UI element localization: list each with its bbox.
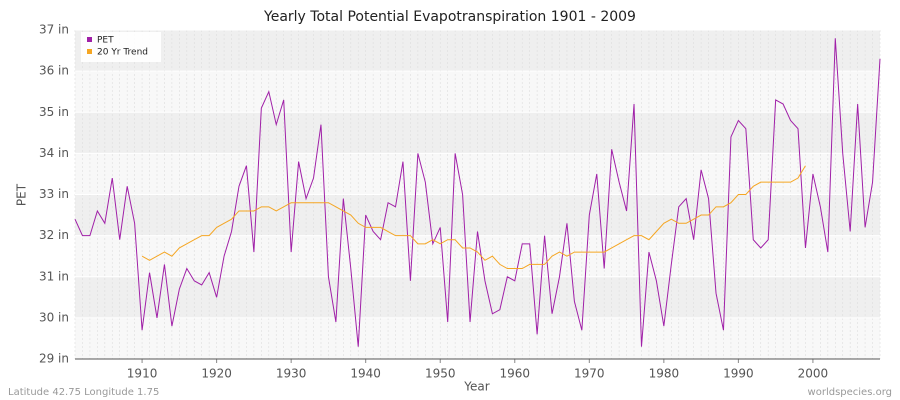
- footer-right: worldspecies.org: [808, 387, 892, 398]
- y-tick-label: 36 in: [39, 64, 69, 78]
- legend-label: PET: [97, 36, 114, 46]
- chart-title: Yearly Total Potential Evapotranspiratio…: [263, 9, 636, 25]
- y-tick-label: 34 in: [39, 146, 69, 160]
- x-tick-label: 1950: [425, 367, 456, 381]
- series-line: [141, 165, 806, 270]
- y-tick-label: 29 in: [39, 352, 69, 366]
- x-tick-label: 1930: [276, 367, 307, 381]
- y-tick-label: 35 in: [39, 105, 69, 119]
- series-line: [74, 38, 881, 347]
- y-tick-label: 31 in: [39, 269, 69, 283]
- y-tick-label: 33 in: [39, 187, 69, 201]
- x-tick-label: 1970: [574, 367, 605, 381]
- x-tick-label: 1990: [723, 367, 754, 381]
- x-tick-label: 1960: [499, 367, 530, 381]
- y-tick-label: 32 in: [39, 228, 69, 242]
- legend-label: 20 Yr Trend: [97, 48, 148, 58]
- x-tick-label: 1910: [127, 367, 158, 381]
- legend-box: [81, 32, 161, 62]
- x-tick-label: 1940: [350, 367, 381, 381]
- legend-swatch: [87, 37, 92, 42]
- footer-left: Latitude 42.75 Longitude 1.75: [8, 387, 159, 398]
- y-tick-label: 30 in: [39, 310, 69, 324]
- x-tick-label: 2000: [798, 367, 829, 381]
- x-axis-label: Year: [463, 380, 489, 394]
- y-axis-label: PET: [15, 183, 29, 206]
- x-tick-label: 1980: [649, 367, 680, 381]
- x-tick-label: 1920: [201, 367, 232, 381]
- y-tick-label: 37 in: [39, 23, 69, 37]
- legend-swatch: [87, 49, 92, 54]
